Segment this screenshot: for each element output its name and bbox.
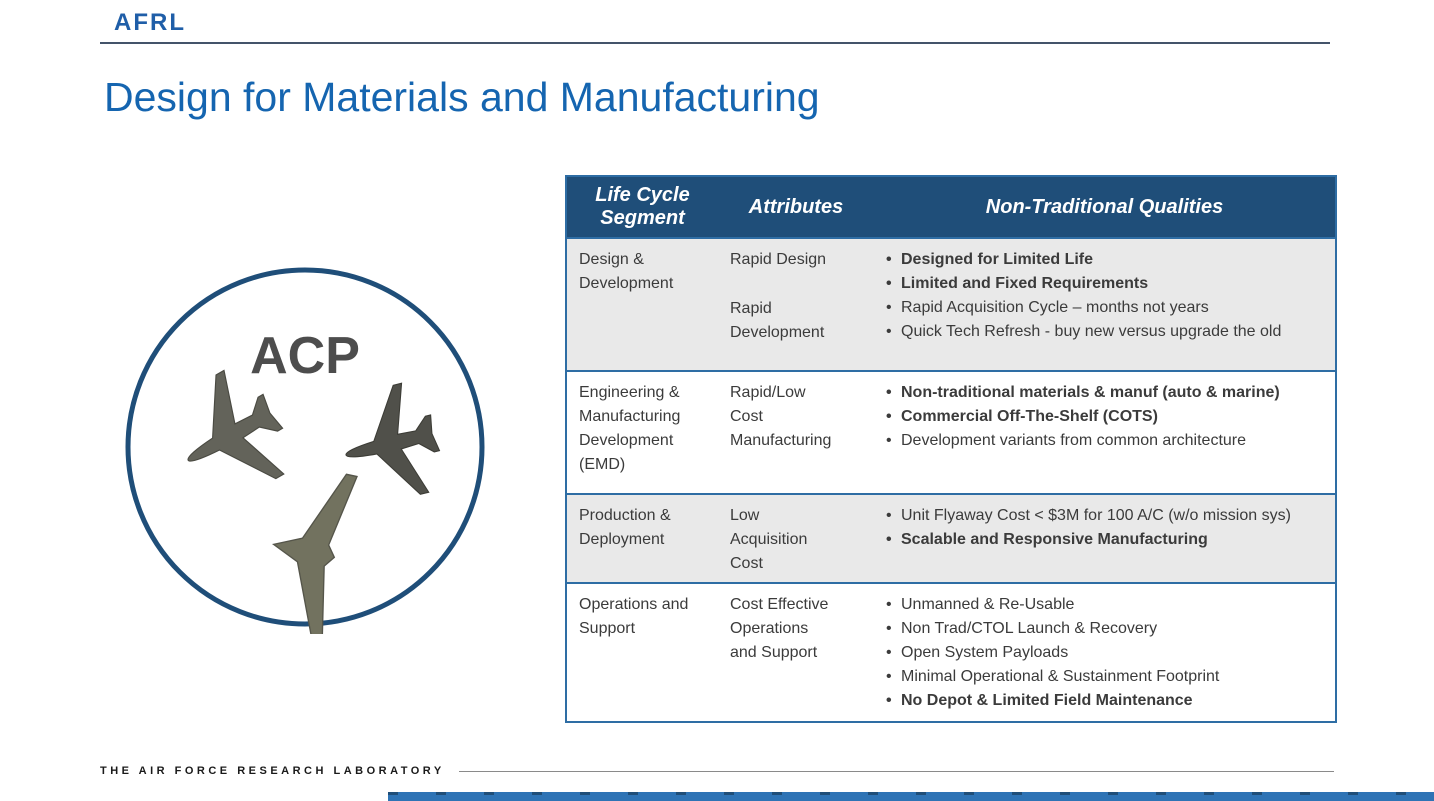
footer: THE AIR FORCE RESEARCH LABORATORY <box>100 765 1334 777</box>
quality-bullet-item: • Open System Payloads <box>886 641 1329 665</box>
quality-bullet-item: • Minimal Operational & Sustainment Footp… <box>886 665 1329 689</box>
flying-wing-icon <box>271 473 358 642</box>
quality-bullet-item: • Scalable and Responsive Manufacturing <box>886 528 1329 552</box>
bullet-marker: • <box>886 531 892 548</box>
table-row: Production & Deployment Low Acquisition C… <box>566 493 1336 583</box>
table-row: Design & Development Rapid Design Rapid De… <box>566 237 1336 371</box>
quality-text: Minimal Operational & Sustainment Footpr… <box>901 668 1220 685</box>
bullet-marker: • <box>886 299 892 316</box>
quality-text: Non-traditional materials & manuf (auto … <box>901 384 1280 401</box>
quality-bullet-item: • Non Trad/CTOL Launch & Recovery <box>886 617 1329 641</box>
quality-bullet-item: • Designed for Limited Life <box>886 248 1329 272</box>
bullet-marker: • <box>886 644 892 661</box>
circle-outline <box>125 267 485 627</box>
page-title: Design for Materials and Manufacturing <box>104 74 820 120</box>
quality-bullet-item: • No Depot & Limited Field Maintenance <box>886 689 1329 713</box>
qualities-cell: • Unit Flyaway Cost < $3M for 100 A/C (w/… <box>874 493 1336 583</box>
table-row: Operations and Support Cost Effective Ope… <box>566 582 1336 722</box>
table-body: Design & Development Rapid Design Rapid De… <box>566 237 1336 722</box>
qualities-cell: • Unmanned & Re-Usable • Non Trad/CTOL Laun… <box>874 582 1336 722</box>
quality-text: Rapid Acquisition Cycle – months not yea… <box>901 299 1209 316</box>
bullet-marker: • <box>886 251 892 268</box>
bullet-marker: • <box>886 432 892 449</box>
header-divider <box>100 42 1330 44</box>
segment-cell: Production & Deployment <box>566 493 718 583</box>
quality-text: Quick Tech Refresh - buy new versus upgr… <box>901 323 1282 340</box>
quality-bullet-item: • Development variants from common archit… <box>886 429 1329 453</box>
bullet-marker: • <box>886 323 892 340</box>
qualities-cell: • Designed for Limited Life • Limited and F… <box>874 237 1336 371</box>
table-row: Engineering & Manufacturing Development … <box>566 370 1336 494</box>
attribute-item: Rapid Design <box>730 251 827 268</box>
attribute-item: Low Acquisition Cost <box>730 507 808 572</box>
segment-cell: Engineering & Manufacturing Development … <box>566 370 718 494</box>
col-header-life-cycle-segment: Life Cycle Segment <box>566 176 718 238</box>
quality-text: Limited and Fixed Requirements <box>901 275 1149 292</box>
bullet-marker: • <box>886 507 892 524</box>
attribute-item: Rapid Development <box>730 300 825 341</box>
qualities-cell: • Non-traditional materials & manuf (auto… <box>874 370 1336 494</box>
quality-bullet-item: • Rapid Acquisition Cycle – months not ye… <box>886 296 1329 320</box>
quality-bullet-item: • Commercial Off-The-Shelf (COTS) <box>886 405 1329 429</box>
bullet-marker: • <box>886 692 892 709</box>
col-header-non-traditional-qualities: Non-Traditional Qualities <box>874 176 1336 238</box>
attributes-cell: Rapid/Low Cost Manufacturing <box>718 370 874 494</box>
bullet-marker: • <box>886 408 892 425</box>
attributes-cell: Cost Effective Operations and Support <box>718 582 874 722</box>
bullet-marker: • <box>886 620 892 637</box>
quality-text: Commercial Off-The-Shelf (COTS) <box>901 408 1158 425</box>
quality-text: Designed for Limited Life <box>901 251 1094 268</box>
table-header-row: Life Cycle Segment Attributes Non-Tradit… <box>566 176 1336 238</box>
quality-bullet-item: • Non-traditional materials & manuf (auto… <box>886 381 1329 405</box>
uav-right-icon <box>345 382 441 495</box>
quality-bullet-item: • Limited and Fixed Requirements <box>886 272 1329 296</box>
attributes-cell: Low Acquisition Cost <box>718 493 874 583</box>
quality-text: No Depot & Limited Field Maintenance <box>901 692 1193 709</box>
quality-text: Open System Payloads <box>901 644 1069 661</box>
afrl-logo: AFRL <box>114 9 186 36</box>
acp-graphic: ACP <box>118 260 492 642</box>
bullet-marker: • <box>886 275 892 292</box>
quality-bullet-item: • Unmanned & Re-Usable <box>886 593 1329 617</box>
quality-text: Unit Flyaway Cost < $3M for 100 A/C (w/o… <box>901 507 1291 524</box>
col-header-attributes: Attributes <box>718 176 874 238</box>
attribute-item: Rapid/Low Cost Manufacturing <box>730 384 832 449</box>
uav-left-icon <box>187 369 285 480</box>
quality-text: Scalable and Responsive Manufacturing <box>901 531 1208 548</box>
bullet-marker: • <box>886 668 892 685</box>
bottom-progress-bar <box>388 792 1434 801</box>
footer-label: THE AIR FORCE RESEARCH LABORATORY <box>100 765 445 777</box>
acp-graphic-svg: ACP <box>125 267 485 642</box>
acp-label: ACP <box>250 327 360 385</box>
attributes-cell: Rapid Design Rapid Development <box>718 237 874 371</box>
bullet-marker: • <box>886 384 892 401</box>
quality-text: Development variants from common archite… <box>901 432 1247 449</box>
attribute-item: Cost Effective Operations and Support <box>730 596 829 661</box>
bullet-marker: • <box>886 596 892 613</box>
quality-bullet-item: • Quick Tech Refresh - buy new versus upg… <box>886 320 1329 344</box>
segment-cell: Design & Development <box>566 237 718 371</box>
quality-text: Non Trad/CTOL Launch & Recovery <box>901 620 1158 637</box>
footer-divider <box>458 770 1334 772</box>
quality-text: Unmanned & Re-Usable <box>901 596 1075 613</box>
lifecycle-table: Life Cycle Segment Attributes Non-Tradit… <box>565 175 1337 723</box>
segment-cell: Operations and Support <box>566 582 718 722</box>
quality-bullet-item: • Unit Flyaway Cost < $3M for 100 A/C (w/… <box>886 504 1329 528</box>
